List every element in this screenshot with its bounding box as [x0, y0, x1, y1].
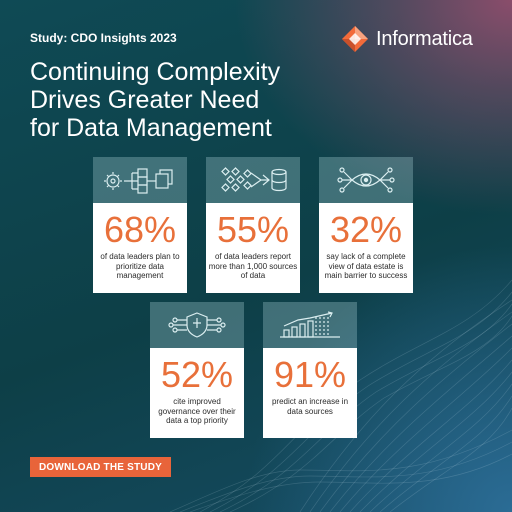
gears-documents-icon	[104, 168, 173, 194]
study-eyebrow: Study: CDO Insights 2023	[30, 31, 177, 45]
stat-description: of data leaders report more than 1,000 s…	[208, 252, 298, 280]
title-line-2: Drives Greater Need	[30, 86, 260, 114]
stat-description: say lack of a complete view of data esta…	[324, 252, 408, 280]
stat-card-4: 52% cite improved governance over their …	[150, 302, 244, 438]
brand-name: Informatica	[376, 27, 473, 50]
stat-card-5: 91% predict an increase in data sources	[263, 302, 357, 438]
stat-card-5-header	[263, 302, 357, 348]
stat-description: predict an increase in data sources	[271, 397, 349, 416]
stat-value: 68%	[103, 209, 177, 250]
shield-network-icon	[168, 312, 226, 338]
stat-value: 52%	[160, 354, 234, 395]
stat-card-1-body: 68% of data leaders plan to prioritize d…	[93, 203, 187, 293]
stat-card-3-header	[319, 157, 413, 203]
stat-card-4-body: 52% cite improved governance over their …	[150, 348, 244, 438]
informatica-logo-icon	[342, 26, 368, 52]
stat-description: cite improved governance over their data…	[158, 397, 236, 425]
stat-card-1: 68% of data leaders plan to prioritize d…	[93, 157, 187, 293]
stat-card-4-header	[150, 302, 244, 348]
title-line-1: Continuing Complexity	[30, 58, 281, 86]
stat-card-2-body: 55% of data leaders report more than 1,0…	[206, 203, 300, 293]
diamonds-database-icon	[221, 167, 287, 192]
stat-card-2-header	[206, 157, 300, 203]
page-title: Continuing Complexity Drives Greater Nee…	[30, 58, 330, 142]
download-study-button[interactable]: DOWNLOAD THE STUDY	[30, 457, 171, 477]
stat-card-1-header	[93, 157, 187, 203]
stat-value: 55%	[216, 209, 290, 250]
eye-network-icon	[337, 167, 395, 193]
title-line-3: for Data Management	[30, 114, 272, 142]
stat-card-3: 32% say lack of a complete view of data …	[319, 157, 413, 293]
informatica-logo[interactable]: Informatica	[340, 24, 473, 54]
stat-card-2: 55% of data leaders report more than 1,0…	[206, 157, 300, 293]
stat-card-3-body: 32% say lack of a complete view of data …	[319, 203, 413, 293]
stat-value: 32%	[329, 209, 403, 250]
stat-value: 91%	[273, 354, 347, 395]
stat-card-5-body: 91% predict an increase in data sources	[263, 348, 357, 438]
stat-description: of data leaders plan to prioritize data …	[100, 252, 180, 280]
bar-chart-growth-icon	[280, 311, 340, 338]
